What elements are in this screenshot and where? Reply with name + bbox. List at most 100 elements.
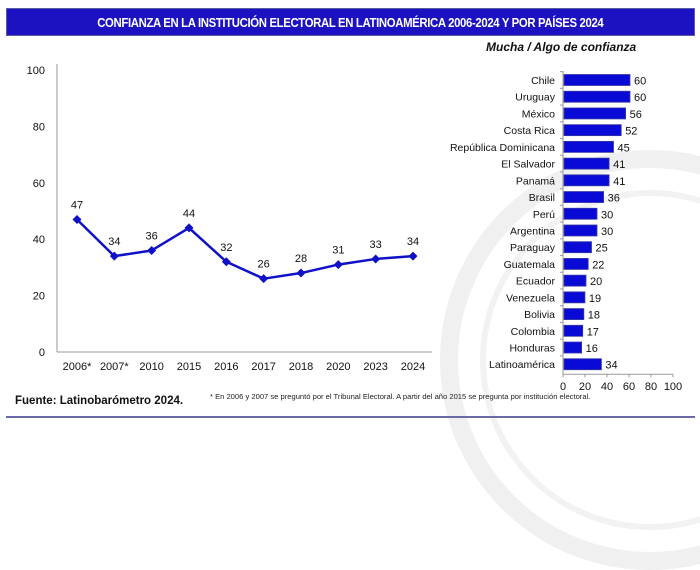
bar-category-label: Costa Rica <box>504 125 556 137</box>
bar-value-label: 16 <box>586 343 598 355</box>
data-point-marker <box>72 214 82 224</box>
bar-category-label: Paraguay <box>510 242 556 254</box>
bar-value-label: 41 <box>613 159 625 171</box>
y-tick-label: 100 <box>27 65 45 77</box>
y-tick-label: 80 <box>33 121 45 133</box>
bar-latinoamérica <box>563 358 602 371</box>
data-label: 44 <box>183 208 195 220</box>
bar-value-label: 30 <box>601 226 613 238</box>
bar-value-label: 56 <box>630 109 642 121</box>
bottom-divider <box>6 416 695 418</box>
bar-category-label: República Dominicana <box>450 142 555 154</box>
bar-chile <box>563 74 631 86</box>
y-tick-label: 40 <box>33 234 45 246</box>
bar-guatemala <box>563 258 589 270</box>
bar-venezuela <box>563 291 586 304</box>
bar-value-label: 30 <box>601 209 613 221</box>
bar-category-label: Argentina <box>510 225 555 237</box>
line-chart: 0 20 40 60 80 100 2006* 2007* 2010 2015 2016 2017 20… <box>27 64 432 373</box>
data-point-marker <box>147 245 157 255</box>
bar-brasil <box>563 191 604 203</box>
data-point-marker <box>221 257 231 267</box>
x-tick-label: 2006* <box>63 361 92 373</box>
bar-el-salvador <box>563 157 610 170</box>
bar-value-label: 52 <box>625 126 637 138</box>
bar-méxico <box>563 107 626 120</box>
x-tick-label: 2017 <box>251 361 275 373</box>
y-tick-label: 20 <box>33 291 45 303</box>
bar-category-label: Uruguay <box>515 92 555 104</box>
bar-category-label: Brasil <box>529 192 555 204</box>
data-label: 34 <box>407 236 419 248</box>
bar-x-tick-label: 40 <box>601 381 613 393</box>
bar-category-label: El Salvador <box>501 159 555 171</box>
bar-x-tick-label: 20 <box>579 381 591 393</box>
bar-uruguay <box>563 90 631 103</box>
bar-value-label: 36 <box>608 193 620 205</box>
y-tick-label: 60 <box>33 178 45 190</box>
x-tick-label: 2020 <box>326 361 350 373</box>
chart-title: CONFIANZA EN LA INSTITUCIÓN ELECTORAL EN… <box>97 14 604 30</box>
bar-category-label: Ecuador <box>516 276 556 288</box>
bar-value-label: 20 <box>590 276 602 288</box>
bar-category-label: Colombia <box>511 326 556 338</box>
bar-category-label: Panamá <box>516 175 555 187</box>
bar-x-tick-label: 60 <box>623 381 635 393</box>
data-label: 34 <box>108 236 120 248</box>
data-point-marker <box>371 254 381 264</box>
data-point-marker <box>259 274 269 284</box>
bar-bolivia <box>563 308 585 320</box>
x-tick-label: 2007* <box>100 361 129 373</box>
bar-perú <box>563 207 598 220</box>
bar-value-label: 17 <box>587 326 599 338</box>
bar-costa-rica <box>563 124 622 137</box>
bar-category-label: Honduras <box>509 343 555 355</box>
bar-x-tick-label: 100 <box>664 381 682 393</box>
bar-category-label: Venezuela <box>506 292 555 304</box>
bar-value-label: 25 <box>596 243 608 255</box>
title-banner: CONFIANZA EN LA INSTITUCIÓN ELECTORAL EN… <box>6 8 695 36</box>
x-tick-label: 2024 <box>401 361 425 373</box>
bar-category-label: Perú <box>533 209 555 221</box>
bar-honduras <box>563 341 583 354</box>
bar-value-label: 22 <box>592 259 604 271</box>
bar-chart-subtitle: Mucha / Algo de confianza <box>486 40 637 54</box>
data-label: 28 <box>295 253 307 265</box>
bar-colombia <box>563 324 584 337</box>
data-label: 36 <box>146 230 158 242</box>
x-tick-label: 2018 <box>289 361 313 373</box>
data-label: 33 <box>370 239 382 251</box>
x-tick-label: 2023 <box>363 361 387 373</box>
data-label: 32 <box>220 242 232 254</box>
bar-panamá <box>563 174 610 187</box>
bar-category-label: Bolivia <box>524 309 555 321</box>
bar-value-label: 19 <box>589 293 601 305</box>
data-point-marker <box>184 223 194 233</box>
bar-category-label: Guatemala <box>504 259 556 271</box>
bar-value-label: 41 <box>613 176 625 188</box>
data-label: 47 <box>71 199 83 211</box>
bar-x-tick-label: 80 <box>645 381 657 393</box>
bar-paraguay <box>563 241 592 254</box>
data-point-marker <box>296 268 306 278</box>
bar-category-label: México <box>522 108 555 120</box>
bar-value-label: 34 <box>605 360 617 372</box>
bar-value-label: 18 <box>588 310 600 322</box>
data-point-marker <box>333 260 343 270</box>
bar-ecuador <box>563 274 587 287</box>
bar-category-label: Chile <box>531 75 555 87</box>
bar-value-label: 60 <box>634 76 646 88</box>
bar-argentina <box>563 224 598 237</box>
footnote: * En 2006 y 2007 se preguntó por el Trib… <box>210 392 591 401</box>
data-point-marker <box>408 251 418 261</box>
bar-x-tick-label: 0 <box>560 381 566 393</box>
source-note: Fuente: Latinobarómetro 2024. <box>15 395 184 407</box>
bar-category-label: Latinoamérica <box>489 359 555 371</box>
data-label: 31 <box>332 245 344 257</box>
bar-república-dominicana <box>563 140 614 153</box>
bar-value-label: 60 <box>634 92 646 104</box>
x-tick-label: 2016 <box>214 361 238 373</box>
y-tick-label: 0 <box>39 347 45 359</box>
data-point-marker <box>109 251 119 261</box>
x-tick-label: 2015 <box>177 361 201 373</box>
